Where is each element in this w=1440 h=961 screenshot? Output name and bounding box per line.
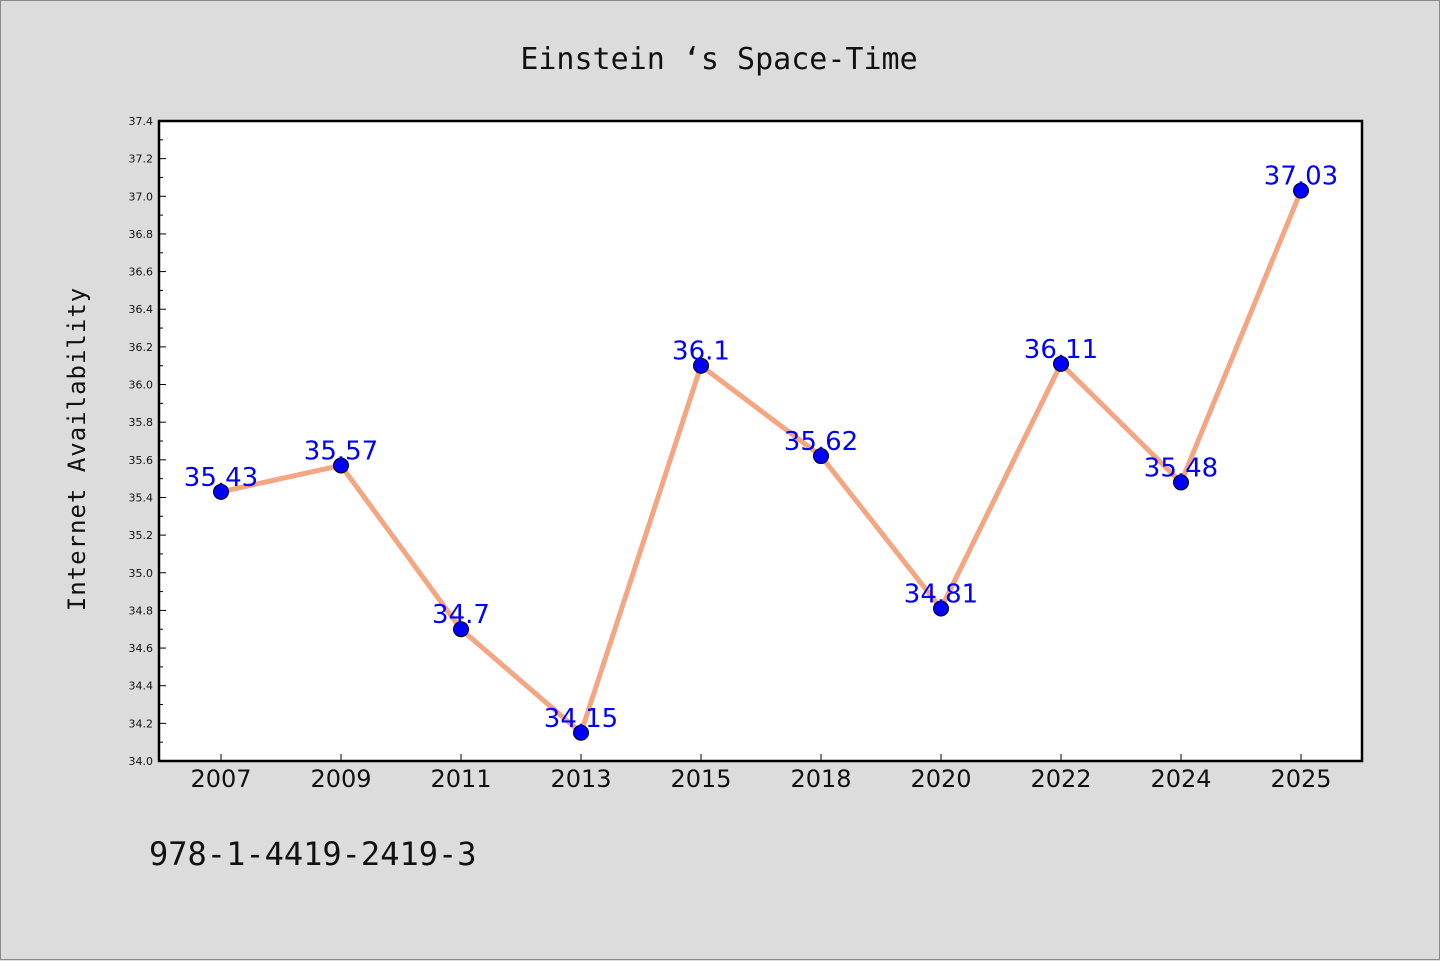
x-tick-label: 2009 (310, 765, 371, 793)
plot-area (159, 121, 1362, 761)
x-tick-label: 2022 (1030, 765, 1091, 793)
chart-title: Einstein ‘s Space-Time (520, 42, 917, 77)
series-line-group (218, 188, 1304, 736)
y-tick-label: 34.8 (129, 604, 154, 617)
isbn-text: 978-1-4419-2419-3 (149, 835, 477, 873)
data-label-2018: 35.62 (784, 427, 858, 457)
data-label-group: 35.43 35.57 34.7 34.15 36.1 35.62 34.81 36.11 35… (184, 162, 1338, 734)
y-tick-label: 35.8 (129, 416, 154, 429)
series-line (218, 188, 1304, 736)
x-tick-label: 2018 (790, 765, 851, 793)
data-point-2022 (1053, 355, 1069, 372)
x-tick-label: 2013 (550, 765, 611, 793)
x-tick-label: 2007 (190, 765, 251, 793)
y-tick-label: 34.4 (129, 680, 154, 693)
data-label-2025: 37.03 (1264, 162, 1338, 192)
x-axis: 2007 2009 2011 2013 2015 2018 2020 2022 2024 2025 (190, 754, 1332, 793)
data-point-2024 (1173, 474, 1189, 491)
y-tick-label: 37.4 (129, 115, 154, 128)
data-label-2020: 34.81 (904, 580, 978, 610)
data-point-2025 (1293, 182, 1309, 199)
y-tick-label: 34.0 (129, 755, 154, 768)
data-label-2013: 34.15 (544, 704, 618, 734)
y-tick-label: 34.2 (129, 717, 154, 730)
x-tick-label: 2015 (670, 765, 731, 793)
data-point-2020 (933, 600, 949, 617)
y-tick-label: 35.6 (129, 454, 154, 467)
x-tick-label: 2024 (1150, 765, 1211, 793)
y-tick-label: 36.0 (129, 379, 154, 392)
data-label-2022: 36.11 (1024, 335, 1098, 365)
x-tick-label: 2020 (910, 765, 971, 793)
y-tick-label: 35.0 (129, 567, 154, 580)
x-tick-label: 2025 (1270, 765, 1331, 793)
y-tick-label: 37.0 (129, 190, 154, 203)
y-tick-label: 37.2 (129, 153, 154, 166)
data-point-2013 (573, 724, 589, 741)
data-label-2015: 36.1 (672, 337, 730, 367)
y-axis: 34.0 34.2 34.4 34.6 34.8 35.0 35.2 35.4 35.6 35.8… (129, 115, 166, 768)
data-label-2024: 35.48 (1144, 453, 1218, 483)
y-tick-label: 35.4 (129, 491, 154, 504)
y-tick-label: 36.2 (129, 341, 154, 354)
y-tick-label: 36.4 (129, 303, 154, 316)
data-point-2009 (333, 457, 349, 474)
y-tick-label: 36.8 (129, 228, 154, 241)
plot-border (157, 119, 1364, 763)
y-axis-label: Internet Availability (63, 287, 91, 611)
y-tick-label: 36.6 (129, 266, 154, 279)
data-label-2011: 34.7 (432, 600, 490, 630)
data-point-2015 (693, 357, 709, 374)
data-label-2009: 35.57 (304, 436, 378, 466)
data-point-2018 (813, 448, 829, 465)
data-label-2007: 35.43 (184, 463, 258, 493)
x-tick-label: 2011 (430, 765, 491, 793)
data-point-2007 (213, 483, 229, 500)
y-tick-label: 35.2 (129, 529, 154, 542)
y-tick-label: 34.6 (129, 642, 154, 655)
data-point-2011 (453, 621, 469, 638)
marker-group (213, 182, 1309, 741)
